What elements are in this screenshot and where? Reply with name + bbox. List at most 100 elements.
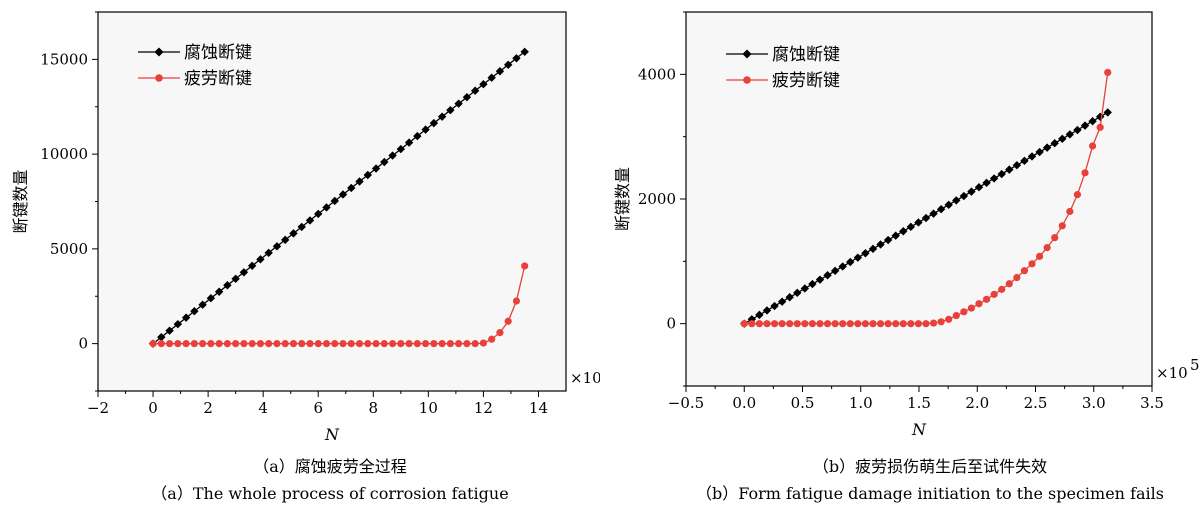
chart-0-y-axis-label: 断键数量: [11, 169, 30, 233]
chart-0-series-1-point: [430, 340, 438, 348]
chart-0-series-1-point: [289, 340, 298, 348]
chart-0-series-1-point: [322, 340, 331, 348]
chart-0-y-tick-label: 5000: [50, 240, 88, 258]
chart-0-series-1-point: [413, 340, 421, 348]
chart-0-series-1-point: [298, 340, 306, 348]
chart-0-series-0-point: [429, 118, 439, 128]
chart-1-series-0-point: [1065, 130, 1075, 139]
chart-0-series-1-point: [232, 340, 240, 348]
chart-1-series-1-point: [975, 300, 983, 308]
chart-0-x-tick-label: 10: [419, 399, 438, 417]
chart-1-series-1-point: [778, 320, 786, 328]
chart-1-series-0-point: [906, 222, 916, 232]
chart-0-series-0-point: [322, 203, 331, 212]
chart-1-x-axis-label: N: [911, 420, 927, 439]
chart-1-series-1-point: [884, 320, 892, 328]
chart-1-series-1-point: [786, 320, 794, 328]
chart-1-series-1-point: [1096, 123, 1104, 131]
chart-0-y-tick-label: 15000: [40, 50, 88, 68]
chart-0-series-1-point: [372, 340, 380, 348]
chart-1-series-1-point: [831, 320, 839, 328]
chart-1-series-0-point: [838, 262, 847, 271]
chart-0-series-1-point: [165, 340, 174, 348]
chart-1-series-0-point: [1020, 156, 1029, 166]
chart-b: −0.5 0.0 0.5 1.0 1.5 2.0 2.5 3.0 3.5 0 2000 4000 N 断键…: [613, 11, 1200, 439]
chart-0-series-1-point: [496, 329, 504, 337]
chart-1-series-0-point: [1005, 165, 1014, 174]
chart-1-x-tick-label: 1.0: [849, 394, 873, 412]
chart-1-series-1-point: [922, 320, 930, 328]
chart-1-series-1-point: [770, 320, 779, 328]
chart-0-x-tick-label: 6: [313, 399, 323, 417]
chart-0-x-multiplier: ×10: [570, 369, 600, 387]
chart-1-series-1-point: [952, 311, 960, 320]
chart-1-series-1-point: [929, 319, 938, 327]
chart-1-plot-area: [685, 11, 1153, 387]
chart-0-series-1-point: [182, 340, 190, 348]
chart-0-series-1-point: [215, 340, 223, 348]
chart-1-series-0-point: [1027, 152, 1037, 161]
chart-1-series-1-point: [1043, 244, 1051, 252]
chart-0-series-0-point: [330, 196, 339, 206]
chart-0-legend-marker-0: [154, 47, 164, 57]
chart-1-series-1-point: [876, 320, 885, 328]
chart-1-series-1-point: [1035, 252, 1044, 260]
chart-1-y-tick-label: 4000: [638, 65, 676, 83]
chart-1-series-1-point: [755, 320, 763, 328]
chart-0-series-0-point: [190, 306, 199, 316]
chart-0-series-1-point: [521, 262, 529, 270]
chart-1-series-1-point: [982, 295, 991, 303]
caption-b-en: （b）Form fatigue damage initiation to the…: [696, 484, 1164, 503]
chart-0-series-0-point: [404, 138, 414, 147]
chart-1-x-tick-label: 0.5: [791, 394, 815, 412]
chart-0-series-1-point: [149, 340, 157, 348]
chart-a: −202468101214050001000015000N断键数量×105腐蚀断…: [11, 11, 600, 444]
chart-0-series-1-point: [190, 340, 198, 348]
chart-0-series-1-point: [380, 340, 388, 348]
chart-0-series-0-point: [388, 151, 397, 160]
chart-0-series-0-point: [173, 319, 183, 329]
chart-1-legend-label-0: 腐蚀断键: [772, 45, 840, 65]
chart-0-series-0-point: [305, 216, 315, 225]
chart-0-series-0-point: [223, 281, 232, 290]
chart-1-legend-marker-0: [742, 49, 752, 59]
chart-1-series-1-point: [1104, 68, 1112, 77]
chart-0-x-tick-label: 12: [474, 399, 493, 417]
chart-0-series-0-point: [371, 164, 381, 173]
chart-1-series-0-point: [1035, 147, 1044, 157]
chart-0-series-1-point: [364, 340, 372, 348]
chart-0-series-1-point: [388, 340, 397, 348]
chart-1-series-1-point: [960, 308, 968, 316]
chart-1-series-1-point: [899, 320, 907, 328]
chart-0-series-0-point: [503, 60, 513, 69]
chart-0-x-tick-label: 4: [258, 399, 268, 417]
chart-0-series-0-point: [289, 229, 298, 238]
chart-0-series-0-point: [214, 287, 224, 296]
chart-1-series-1-point: [823, 320, 832, 328]
chart-1-x-tick-label: 3.5: [1140, 394, 1164, 412]
chart-0-y-tick-label: 10000: [40, 145, 88, 163]
chart-1-series-1-point: [990, 290, 998, 298]
chart-1-series-1-point: [846, 320, 854, 328]
caption-a-cn: （a）腐蚀疲劳全过程: [253, 457, 407, 476]
chart-0-series-1-line: [153, 265, 526, 345]
chart-0-series-0-point: [437, 112, 447, 121]
chart-1-series-1-point: [748, 320, 756, 328]
chart-1-x-multiplier-exp: 5: [1190, 356, 1200, 374]
chart-1-series-1-point: [854, 320, 862, 328]
chart-1-series-0-point: [944, 200, 953, 210]
chart-1-series-0-point: [936, 205, 946, 214]
chart-1-series-1-point: [763, 320, 771, 328]
chart-0-series-1-point: [265, 340, 273, 348]
chart-0-series-1-point: [488, 335, 496, 343]
chart-0-series-1-point: [512, 297, 521, 305]
chart-0-series-1-point: [463, 340, 471, 348]
chart-1-series-1-point: [967, 304, 976, 312]
chart-0-series-0-point: [380, 157, 389, 167]
chart-0-series-0-point: [231, 274, 240, 283]
chart-0-series-0-point: [247, 261, 257, 271]
chart-1-y-axis-label: 断键数量: [613, 167, 632, 231]
chart-0-series-0-point: [512, 54, 521, 63]
chart-0-x-tick-label: 0: [148, 399, 158, 417]
chart-0-series-1-point: [199, 340, 207, 348]
